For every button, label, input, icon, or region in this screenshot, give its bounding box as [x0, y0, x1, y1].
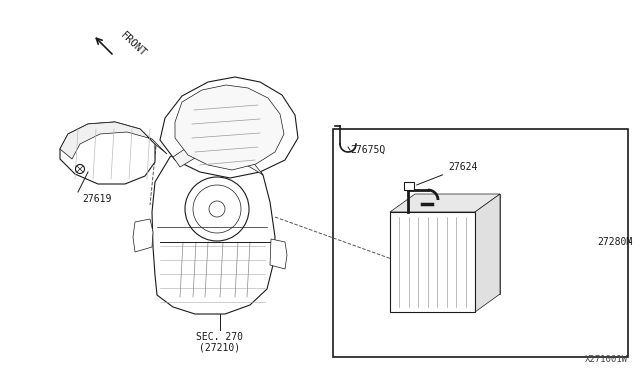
- Text: 27675Q: 27675Q: [350, 145, 385, 155]
- Polygon shape: [60, 122, 167, 159]
- Bar: [404, 182, 414, 190]
- Text: (27210): (27210): [200, 343, 241, 353]
- Polygon shape: [173, 140, 263, 175]
- Polygon shape: [175, 85, 284, 170]
- Polygon shape: [390, 212, 475, 312]
- Bar: [333, 129, 628, 357]
- Polygon shape: [415, 194, 500, 294]
- Polygon shape: [60, 122, 155, 184]
- Text: 27619: 27619: [82, 194, 111, 204]
- Text: FRONT: FRONT: [119, 31, 148, 59]
- Text: 27280M: 27280M: [598, 237, 633, 247]
- Text: X271001W: X271001W: [585, 355, 628, 364]
- Polygon shape: [475, 194, 500, 312]
- Text: 27624: 27624: [417, 162, 477, 185]
- Polygon shape: [152, 140, 275, 314]
- Text: SEC. 270: SEC. 270: [196, 332, 243, 342]
- Polygon shape: [270, 239, 287, 269]
- Polygon shape: [160, 77, 298, 178]
- Polygon shape: [390, 194, 500, 212]
- Polygon shape: [133, 219, 153, 252]
